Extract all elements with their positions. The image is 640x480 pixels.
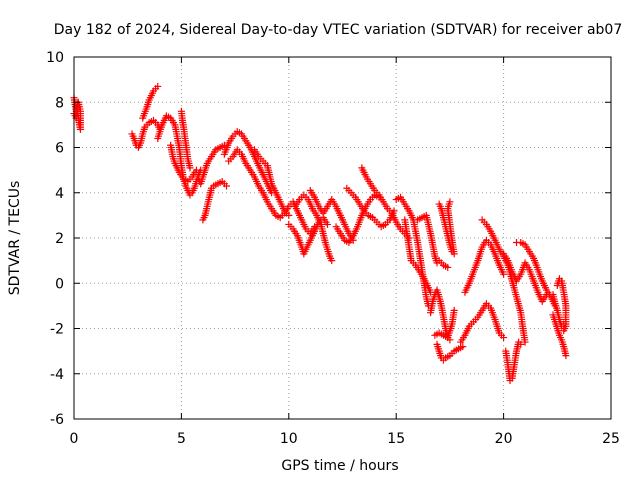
x-axis-ticks: 0 5 10 15 20 25 — [70, 57, 620, 447]
data-point — [562, 352, 570, 360]
data-point — [323, 220, 331, 228]
data-point — [154, 82, 162, 90]
x-tick-label: 0 — [70, 431, 79, 447]
data-point — [446, 198, 454, 206]
data-point — [285, 211, 293, 219]
y-tick-label: -4 — [50, 367, 64, 383]
y-tick-label: 2 — [55, 231, 64, 247]
chart-title: Day 182 of 2024, Sidereal Day-to-day VTE… — [54, 22, 623, 38]
data-point — [444, 263, 452, 271]
y-tick-label: 8 — [55, 95, 64, 111]
x-tick-label: 20 — [495, 431, 513, 447]
data-point — [192, 166, 200, 174]
data-point — [521, 338, 529, 346]
y-axis-ticks: -6 -4 -2 0 2 4 6 8 10 — [46, 50, 611, 428]
y-tick-label: -6 — [50, 412, 64, 428]
data-point — [450, 306, 458, 314]
data-marks — [70, 82, 570, 385]
x-tick-label: 10 — [280, 431, 298, 447]
y-tick-label: 6 — [55, 141, 64, 157]
data-point — [459, 343, 467, 351]
data-point — [223, 182, 231, 190]
data-point — [517, 340, 525, 348]
data-point — [500, 334, 508, 342]
y-axis-label: SDTVAR / TECUs — [7, 181, 23, 296]
y-tick-label: 10 — [46, 50, 64, 66]
data-point — [560, 327, 568, 335]
y-tick-label: 4 — [55, 186, 64, 202]
data-point — [186, 164, 194, 172]
y-tick-label: 0 — [55, 276, 64, 292]
x-axis-label: GPS time / hours — [281, 458, 398, 474]
x-tick-label: 25 — [602, 431, 620, 447]
data-point — [500, 270, 508, 278]
y-tick-label: -2 — [50, 322, 64, 338]
data-point — [328, 257, 336, 265]
x-tick-label: 15 — [387, 431, 405, 447]
x-tick-label: 5 — [177, 431, 186, 447]
